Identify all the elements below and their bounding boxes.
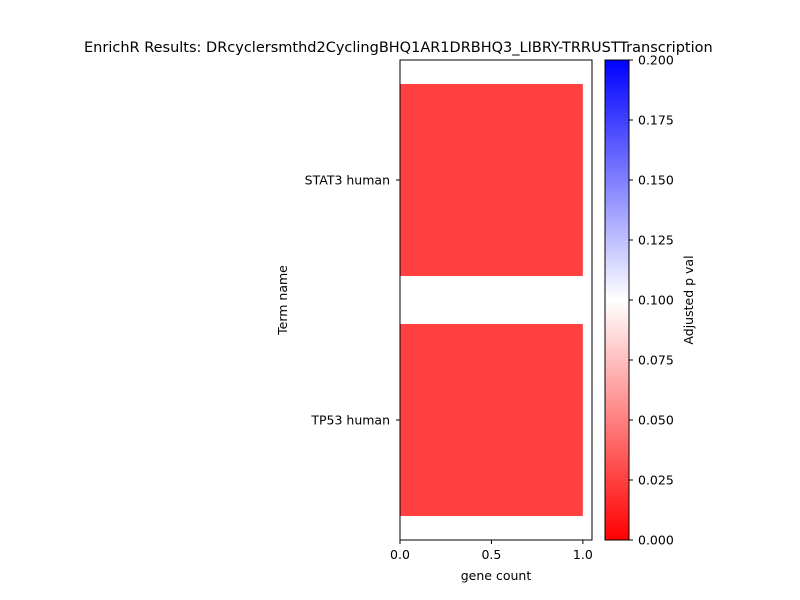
colorbar-tick-label: 0.150 bbox=[638, 173, 674, 188]
x-tick-label: 0.0 bbox=[390, 547, 410, 562]
bar-0 bbox=[400, 84, 583, 276]
x-tick-label: 0.5 bbox=[481, 547, 501, 562]
colorbar-tick-label: 0.025 bbox=[638, 473, 674, 488]
colorbar bbox=[604, 59, 630, 541]
colorbar-tick-label: 0.175 bbox=[638, 113, 674, 128]
y-ticks-group: STAT3 human TP53 human bbox=[305, 173, 400, 428]
y-axis-label: Term name bbox=[275, 265, 290, 336]
x-ticks-group: 0.0 0.5 1.0 bbox=[390, 540, 593, 562]
colorbar-tick-label: 0.125 bbox=[638, 233, 674, 248]
x-tick-label: 1.0 bbox=[573, 547, 593, 562]
colorbar-tick-label: 0.000 bbox=[638, 533, 674, 548]
bar-1 bbox=[400, 324, 583, 516]
colorbar-tick-label: 0.100 bbox=[638, 293, 674, 308]
colorbar-ticks-group: 0.000 0.025 0.050 0.075 0.100 0.125 0.150 0.175… bbox=[629, 53, 674, 548]
y-tick-label: STAT3 human bbox=[305, 173, 390, 188]
x-axis-label: gene count bbox=[461, 568, 532, 583]
colorbar-label: Adjusted p val bbox=[681, 255, 696, 344]
colorbar-tick-label: 0.200 bbox=[638, 53, 674, 68]
colorbar-tick-label: 0.075 bbox=[638, 353, 674, 368]
plot-frame bbox=[399, 59, 593, 541]
y-tick-label: TP53 human bbox=[310, 413, 390, 428]
colorbar-tick-label: 0.050 bbox=[638, 413, 674, 428]
chart-title: EnrichR Results: DRcyclersmthd2CyclingBH… bbox=[84, 40, 713, 56]
bars-group bbox=[400, 84, 583, 516]
